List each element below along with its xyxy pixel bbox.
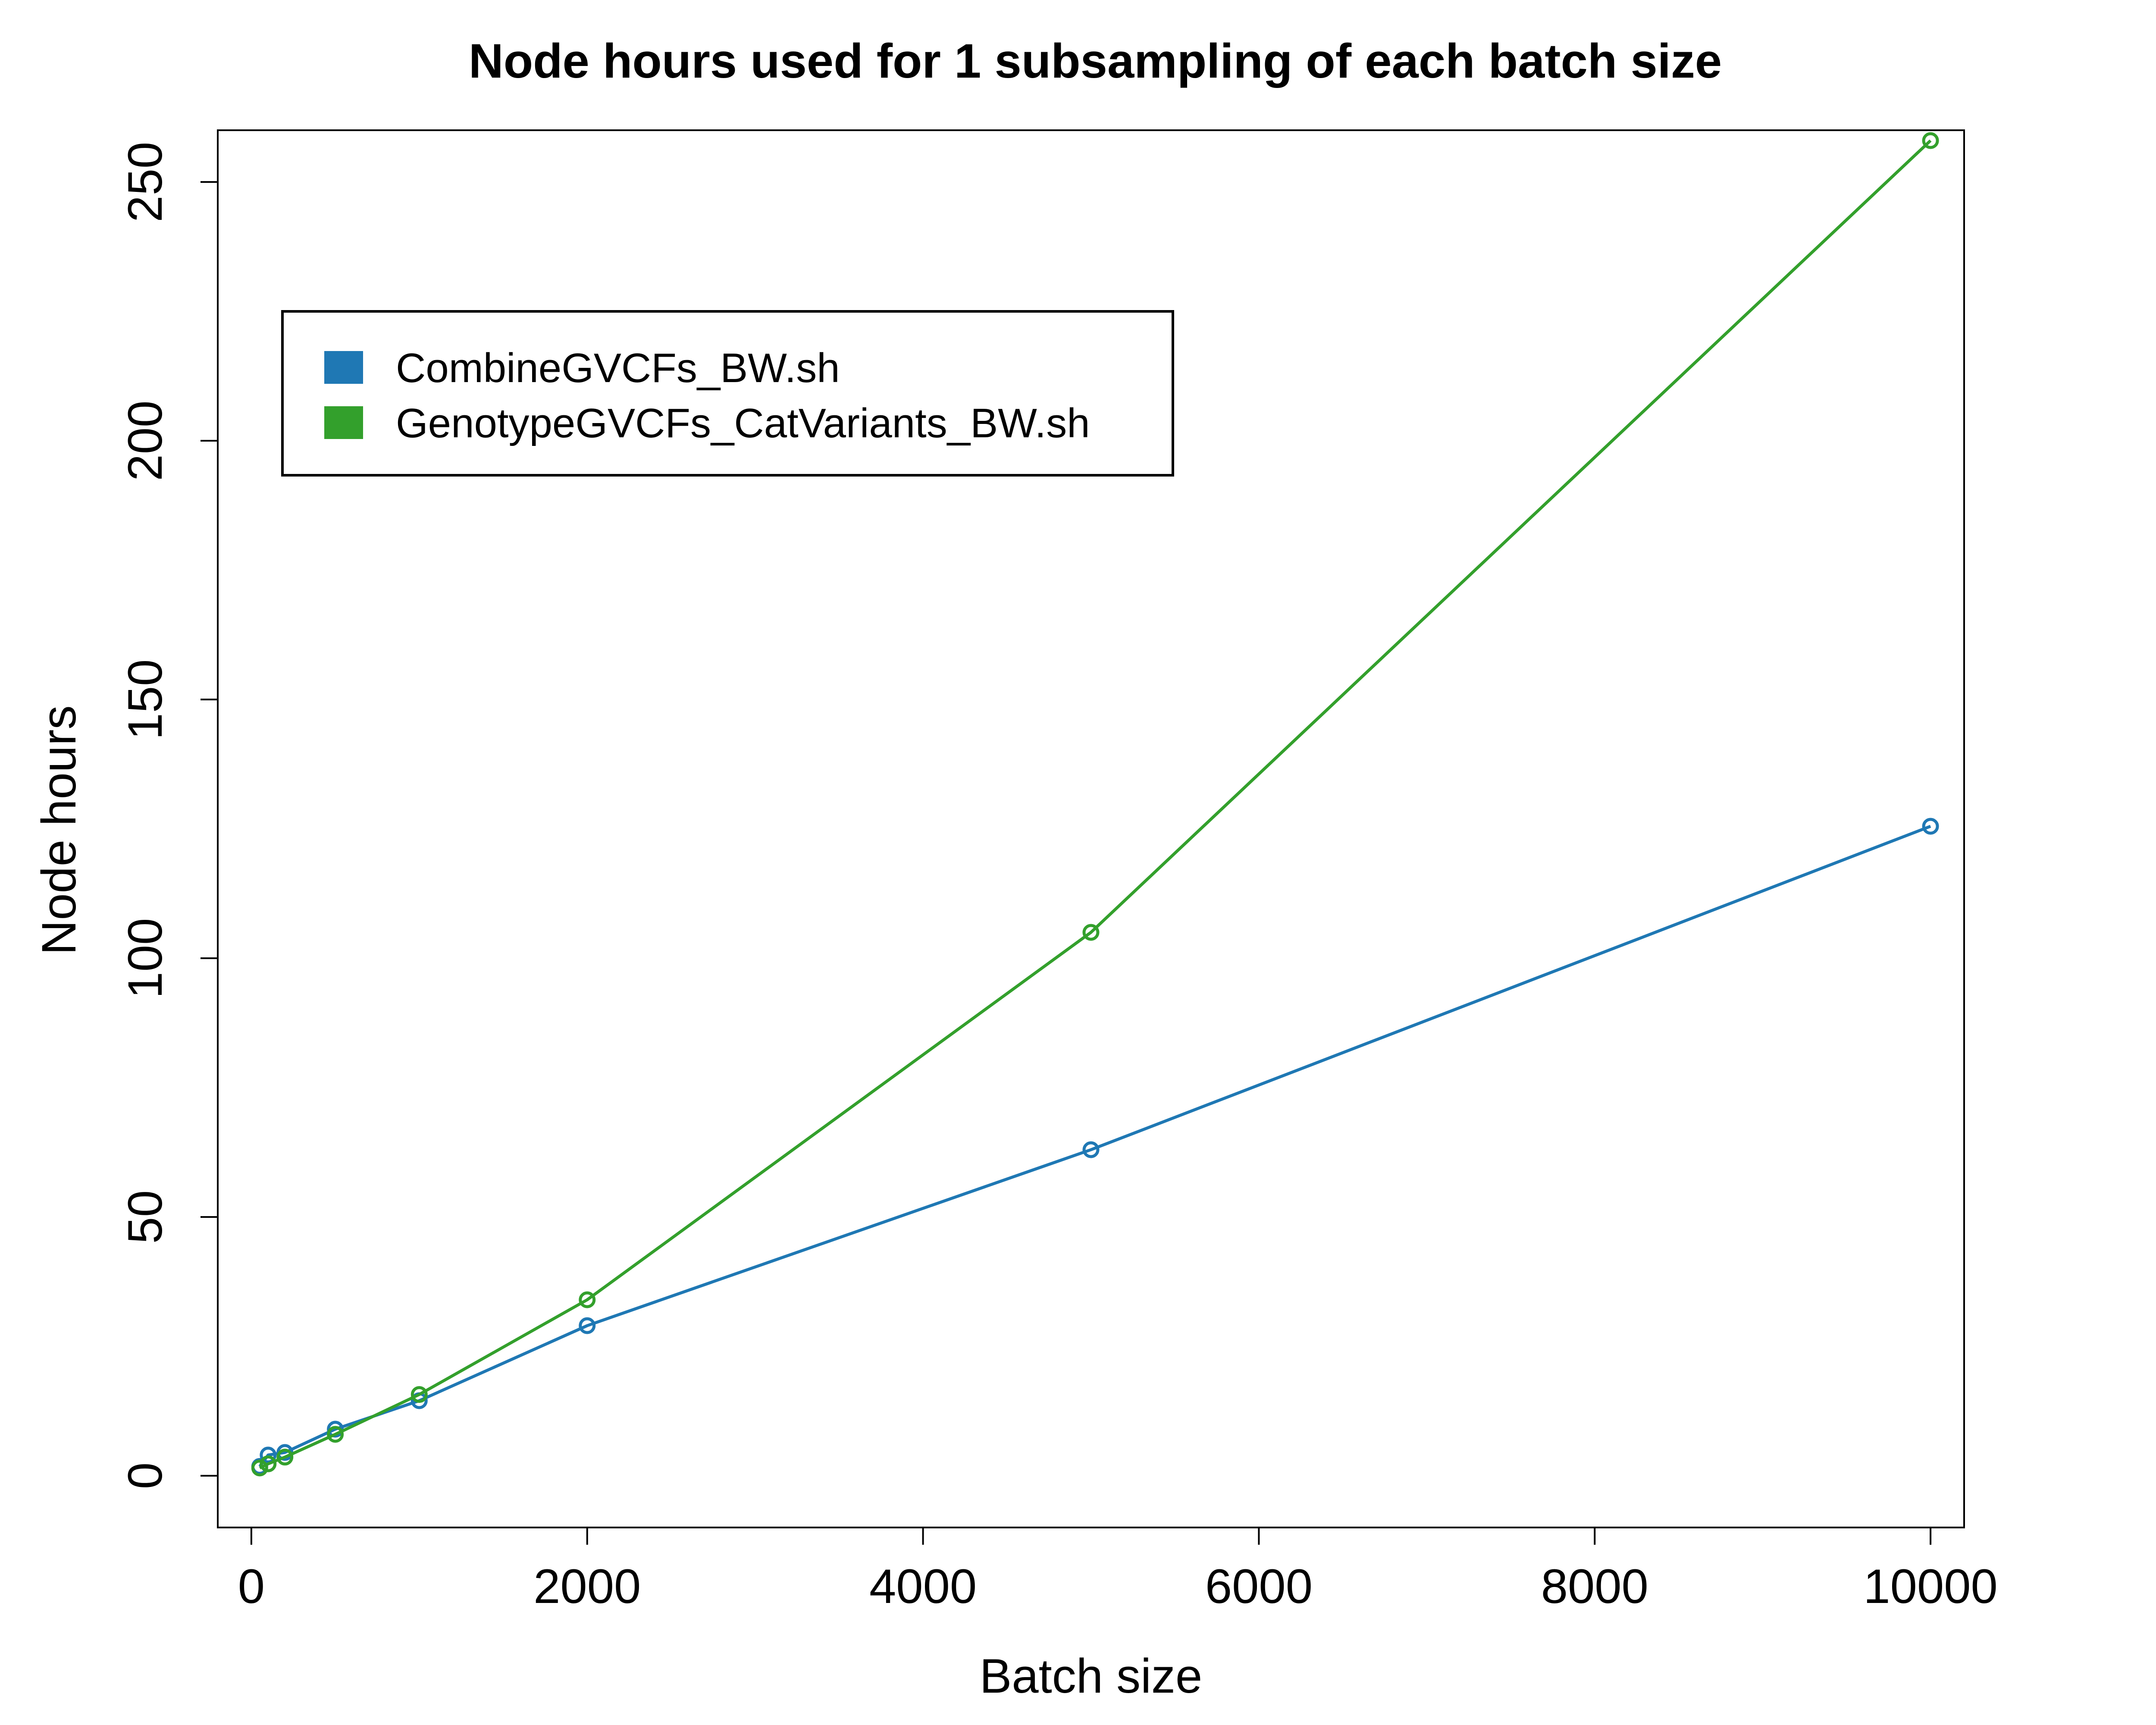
legend-label: GenotypeGVCFs_CatVariants_BW.sh	[396, 400, 1090, 446]
data-point	[327, 1421, 344, 1438]
data-point	[1922, 818, 1939, 835]
y-tick-label: 100	[118, 918, 172, 999]
series-layer	[251, 132, 1939, 1477]
y-axis-label: Node hours	[32, 705, 86, 955]
legend-box	[281, 310, 1174, 477]
y-tick-label: 0	[118, 1462, 172, 1489]
data-point	[260, 1446, 277, 1464]
x-tick-label: 8000	[1541, 1559, 1648, 1613]
series-line	[258, 825, 1931, 1468]
data-point	[1082, 1141, 1100, 1158]
x-axis-label: Batch size	[980, 1649, 1203, 1703]
y-tick-label: 250	[118, 142, 172, 223]
data-point	[327, 1426, 344, 1443]
y-axis: 0 50 100 150 200 250	[118, 142, 219, 1489]
legend: CombineGVCFs_BW.sh GenotypeGVCFs_CatVaria…	[281, 310, 1174, 477]
x-tick-label: 4000	[869, 1559, 977, 1613]
data-point	[1922, 132, 1939, 149]
data-point	[251, 1459, 268, 1477]
data-point	[1082, 924, 1100, 941]
series-line	[259, 139, 1932, 1470]
legend-item: GenotypeGVCFs_CatVariants_BW.sh	[324, 400, 1090, 446]
legend-swatch	[324, 351, 363, 384]
y-tick-label: 50	[118, 1190, 172, 1244]
x-tick-label: 0	[238, 1559, 265, 1613]
x-tick-label: 2000	[533, 1559, 641, 1613]
chart-title: Node hours used for 1 subsampling of eac…	[469, 34, 1722, 88]
y-tick-label: 200	[118, 401, 172, 481]
data-point	[579, 1291, 596, 1308]
legend-item: CombineGVCFs_BW.sh	[324, 345, 840, 391]
data-point	[276, 1449, 294, 1466]
x-axis: 0 2000 4000 6000 8000 10000	[238, 1527, 1998, 1613]
series-2	[251, 132, 1939, 1477]
data-point	[579, 1317, 596, 1334]
legend-swatch	[324, 406, 363, 439]
x-tick-label: 10000	[1863, 1559, 1997, 1613]
data-point	[260, 1455, 277, 1472]
legend-label: CombineGVCFs_BW.sh	[396, 345, 840, 391]
series-1	[251, 818, 1939, 1475]
x-tick-label: 6000	[1205, 1559, 1313, 1613]
data-point	[411, 1386, 428, 1403]
y-tick-label: 150	[118, 659, 172, 740]
